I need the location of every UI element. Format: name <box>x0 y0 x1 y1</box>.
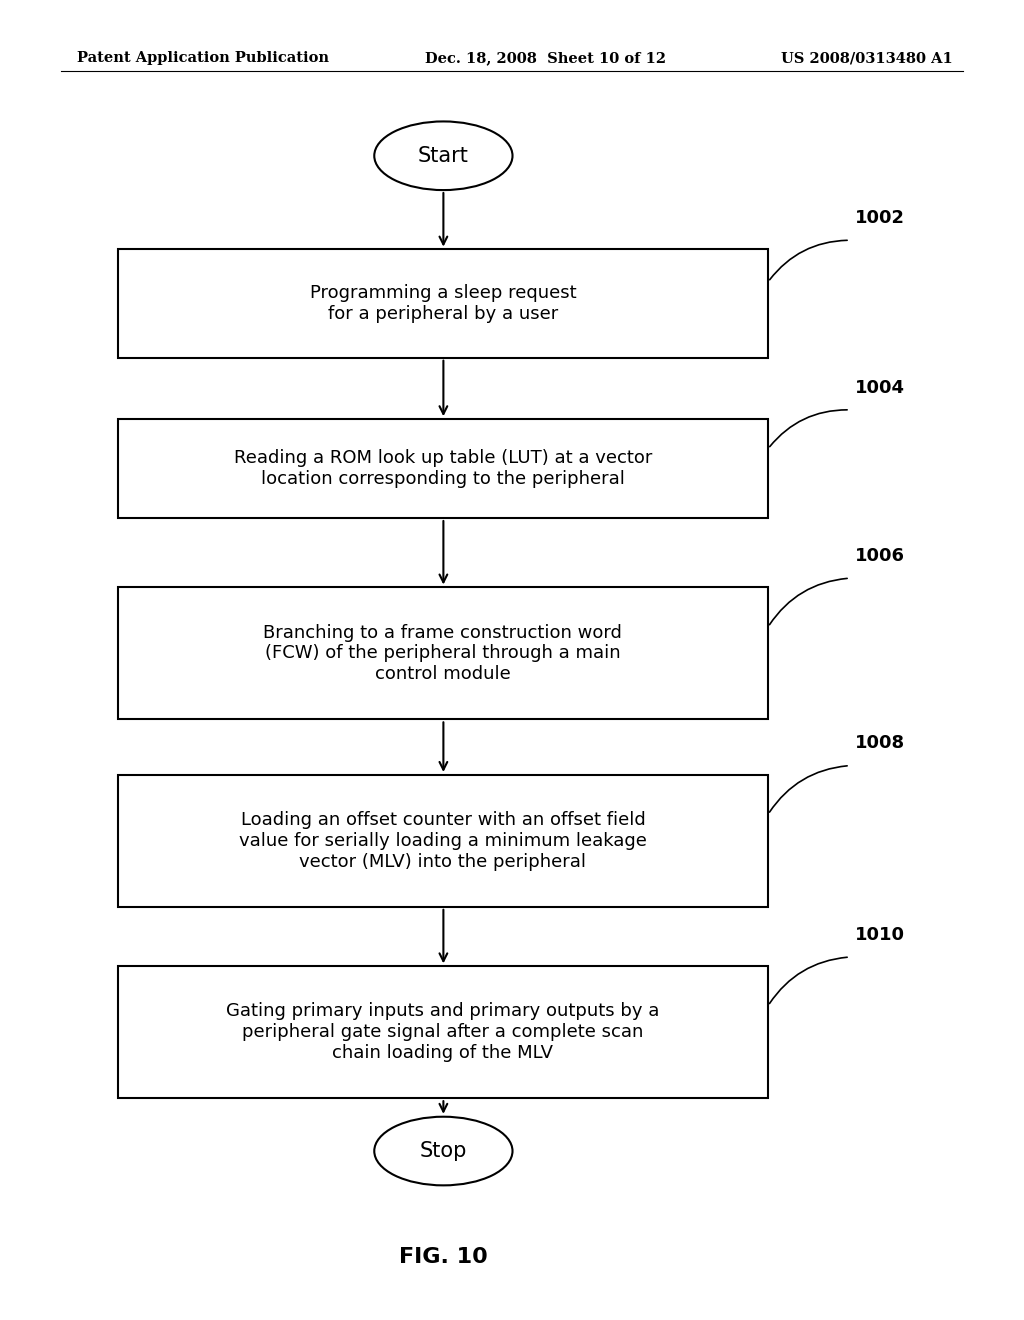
Text: Branching to a frame construction word
(FCW) of the peripheral through a main
co: Branching to a frame construction word (… <box>263 623 623 684</box>
Bar <box>118 249 768 358</box>
Text: Gating primary inputs and primary outputs by a
peripheral gate signal after a co: Gating primary inputs and primary output… <box>226 1002 659 1063</box>
Bar <box>118 775 768 907</box>
Bar <box>118 587 768 719</box>
Text: US 2008/0313480 A1: US 2008/0313480 A1 <box>780 51 952 65</box>
Bar <box>118 966 768 1098</box>
Text: 1010: 1010 <box>855 925 905 944</box>
Text: Stop: Stop <box>420 1140 467 1162</box>
Bar <box>118 418 768 517</box>
Text: 1006: 1006 <box>855 546 905 565</box>
Text: Programming a sleep request
for a peripheral by a user: Programming a sleep request for a periph… <box>309 284 577 323</box>
Text: 1004: 1004 <box>855 379 905 396</box>
Text: FIG. 10: FIG. 10 <box>399 1246 487 1267</box>
Text: Dec. 18, 2008  Sheet 10 of 12: Dec. 18, 2008 Sheet 10 of 12 <box>425 51 666 65</box>
Text: Reading a ROM look up table (LUT) at a vector
location corresponding to the peri: Reading a ROM look up table (LUT) at a v… <box>233 449 652 488</box>
Text: 1008: 1008 <box>855 734 905 752</box>
Text: 1002: 1002 <box>855 209 905 227</box>
Text: Start: Start <box>418 145 469 166</box>
Text: Patent Application Publication: Patent Application Publication <box>77 51 329 65</box>
Text: Loading an offset counter with an offset field
value for serially loading a mini: Loading an offset counter with an offset… <box>239 810 647 871</box>
